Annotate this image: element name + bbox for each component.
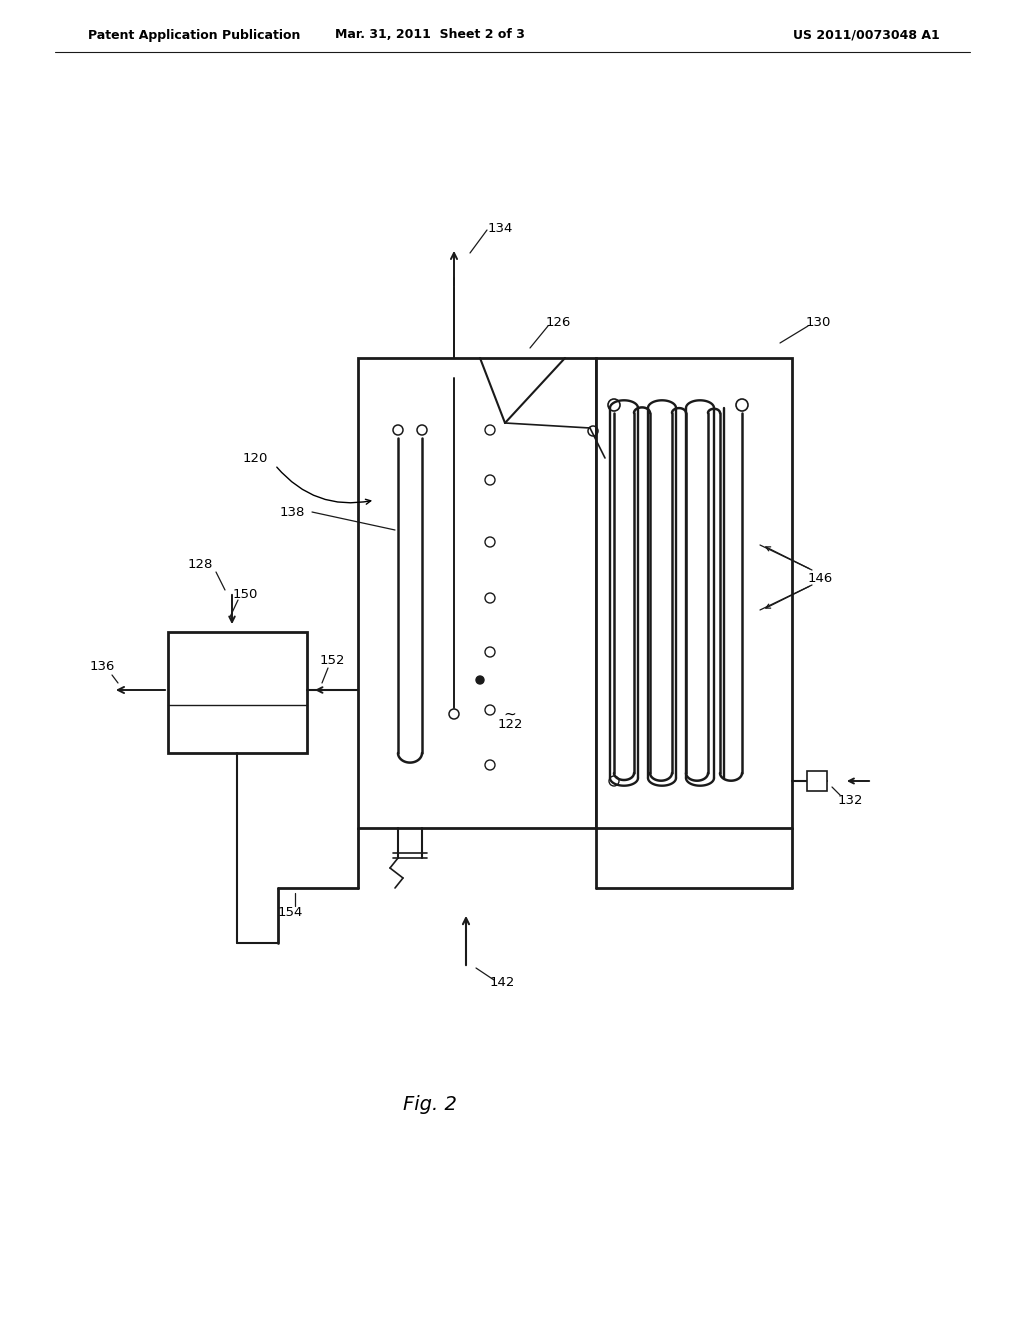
Text: Patent Application Publication: Patent Application Publication (88, 29, 300, 41)
Text: 130: 130 (805, 317, 830, 330)
Circle shape (476, 676, 484, 684)
Text: 150: 150 (232, 587, 258, 601)
Bar (596, 358, 792, 828)
Text: 136: 136 (89, 660, 115, 673)
Text: 134: 134 (487, 222, 513, 235)
Bar (358, 358, 596, 828)
Text: 126: 126 (546, 317, 570, 330)
Text: Mar. 31, 2011  Sheet 2 of 3: Mar. 31, 2011 Sheet 2 of 3 (335, 29, 525, 41)
Text: 138: 138 (280, 506, 305, 519)
Text: 120: 120 (243, 451, 267, 465)
Bar (807, 771, 827, 791)
Text: 154: 154 (278, 907, 303, 920)
Text: 132: 132 (838, 795, 863, 808)
Bar (168, 632, 307, 752)
Text: 122: 122 (498, 718, 522, 731)
Text: 142: 142 (489, 977, 515, 990)
Text: 146: 146 (807, 572, 833, 585)
Bar (598, 360, 790, 826)
Text: Fig. 2: Fig. 2 (403, 1096, 457, 1114)
Text: 152: 152 (319, 653, 345, 667)
Text: ~: ~ (504, 706, 516, 722)
Text: 128: 128 (187, 557, 213, 570)
Text: US 2011/0073048 A1: US 2011/0073048 A1 (794, 29, 940, 41)
